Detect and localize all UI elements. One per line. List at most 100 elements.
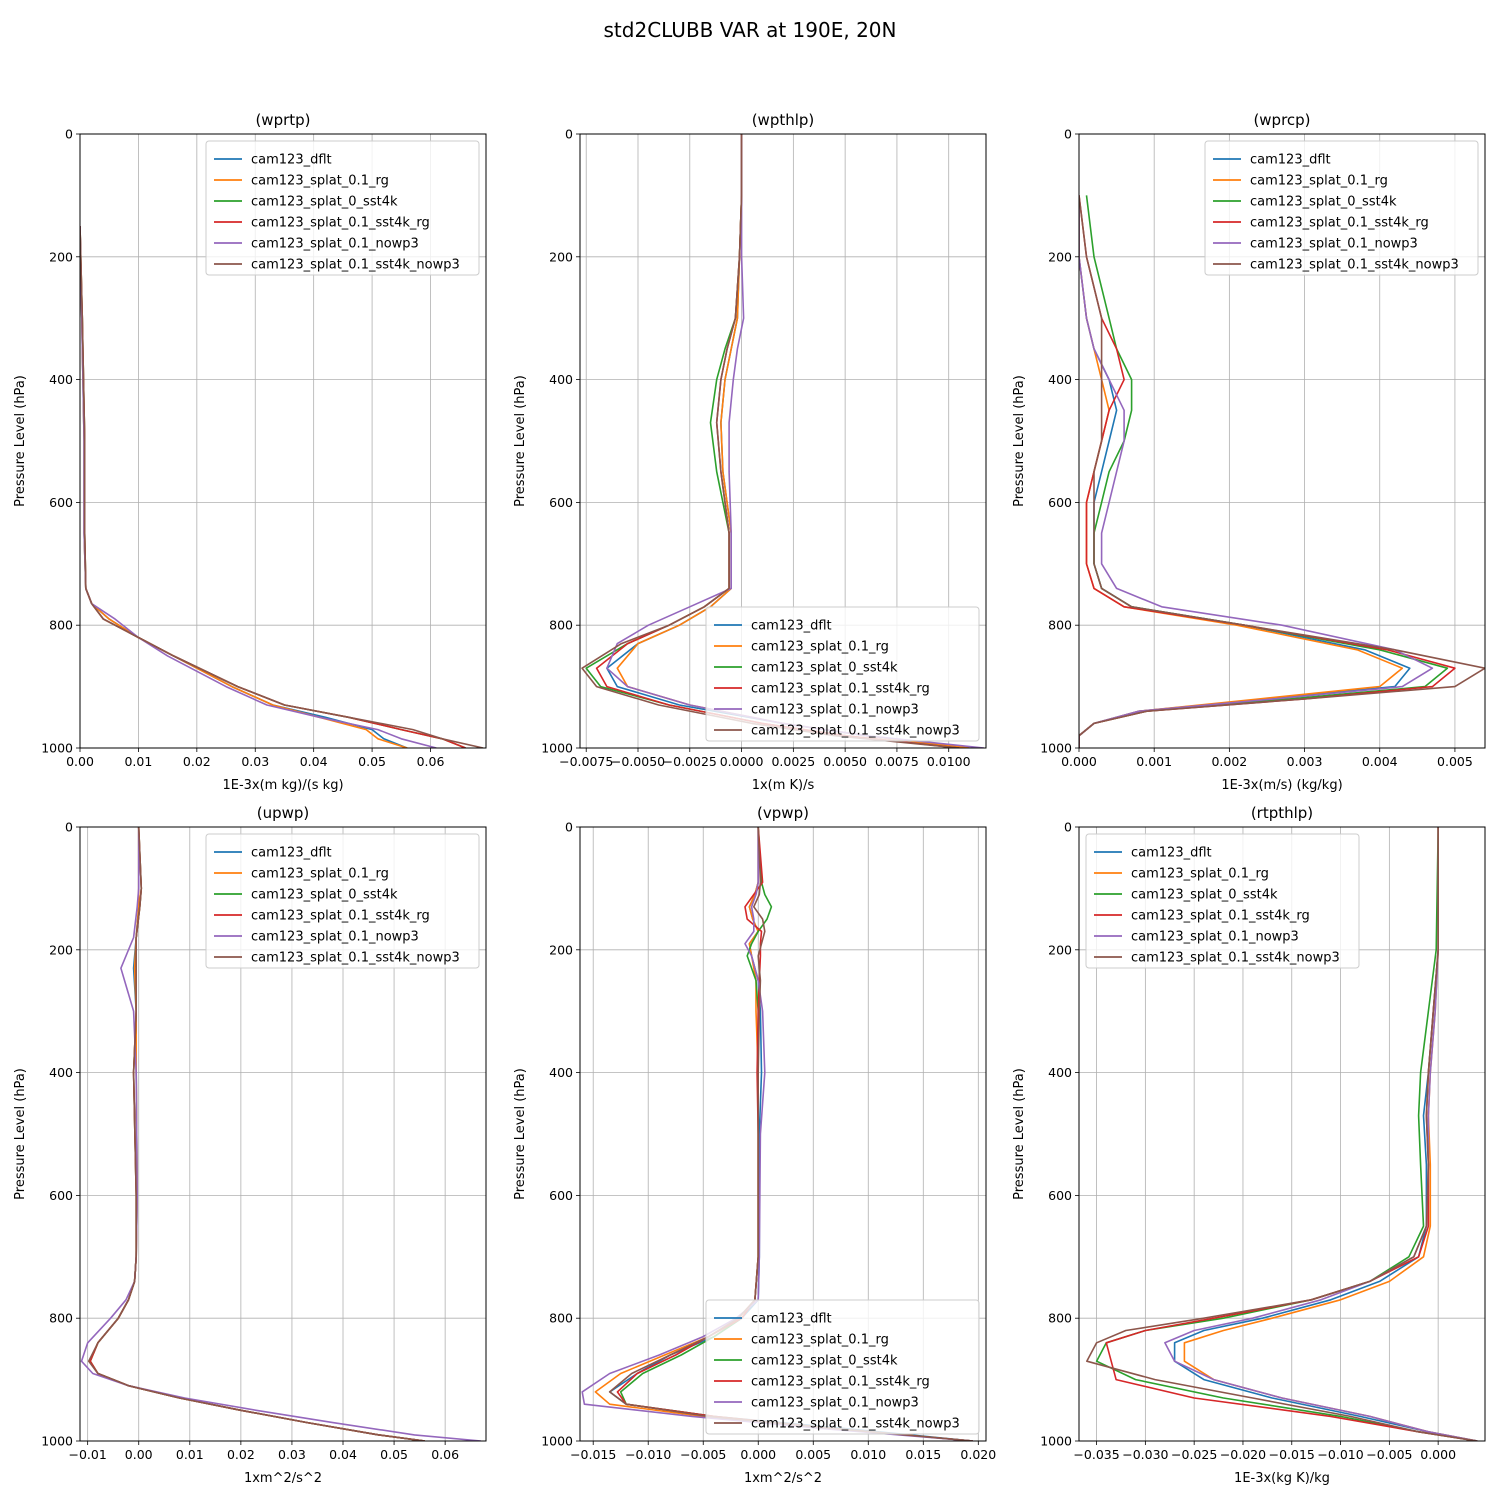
series-line-cam123_splat_0.1_sst4k_nowp3 — [608, 827, 973, 1441]
legend-entry: cam123_splat_0.1_nowp3 — [751, 703, 919, 718]
series-line-cam123_splat_0.1_nowp3 — [606, 134, 984, 748]
legend-entry: cam123_splat_0.1_sst4k_nowp3 — [1250, 258, 1459, 273]
x-tick-label: 0.0050 — [823, 754, 867, 769]
legend-entry: cam123_splat_0.1_nowp3 — [251, 237, 419, 252]
x-tick-label: 0.01 — [124, 754, 152, 769]
legend-entry: cam123_splat_0.1_rg — [1131, 867, 1269, 882]
legend-box — [1204, 140, 1479, 276]
series-line-cam123_splat_0.1_sst4k_nowp3 — [87, 827, 425, 1441]
y-tick-label: 0 — [565, 127, 573, 142]
x-tick-label: 0.00 — [66, 754, 94, 769]
y-tick-label: 200 — [1048, 942, 1072, 957]
panel-title: (wprtp) — [255, 111, 310, 129]
legend-entry: cam123_splat_0.1_sst4k_nowp3 — [751, 724, 960, 739]
legend-entry: cam123_splat_0.1_rg — [1250, 174, 1388, 189]
y-tick-label: 1000 — [41, 1434, 73, 1449]
legend-entry: cam123_splat_0_sst4k — [751, 1354, 898, 1369]
legend-entry: cam123_dflt — [751, 1312, 832, 1327]
legend-entry: cam123_splat_0.1_rg — [751, 640, 889, 655]
x-tick-label: −0.025 — [1171, 1447, 1217, 1462]
series-line-cam123_splat_0.1_sst4k_nowp3 — [581, 134, 960, 748]
x-tick-label: 0.04 — [300, 754, 328, 769]
x-tick-label: 0.05 — [380, 1447, 408, 1462]
y-tick-label: 800 — [49, 1311, 73, 1326]
x-tick-label: −0.010 — [1317, 1447, 1363, 1462]
legend-entry: cam123_dflt — [251, 846, 332, 861]
legend-entry: cam123_splat_0.1_rg — [751, 1333, 889, 1348]
axes-frame — [1078, 826, 1486, 1442]
y-tick-label: 1000 — [1040, 741, 1072, 756]
series-line-cam123_splat_0.1_sst4k_nowp3 — [1086, 827, 1478, 1441]
series-lines — [80, 827, 481, 1441]
x-tick-label: 0.0025 — [771, 754, 815, 769]
y-tick-label: 400 — [1048, 372, 1072, 387]
y-tick-label: 0 — [1064, 127, 1072, 142]
panel-upwp: −0.01 0.00 0.01 0.02 0.03 0.04 0.05 0.06 0 200 400… — [13, 804, 487, 1486]
legend-entry: cam123_splat_0.1_sst4k_nowp3 — [751, 1417, 960, 1432]
y-tick-label: 400 — [49, 1065, 73, 1080]
legend-entry: cam123_splat_0.1_sst4k_rg — [751, 682, 930, 697]
series-lines — [581, 827, 973, 1441]
series-lines — [581, 134, 984, 748]
y-tick-label: 1000 — [1040, 1434, 1072, 1449]
series-line-cam123_splat_0.1_nowp3 — [1164, 827, 1478, 1441]
y-tick-label: 400 — [549, 1065, 573, 1080]
x-tick-label: 0.005 — [795, 1447, 831, 1462]
y-tick-label: 0 — [65, 820, 73, 835]
legend-entry: cam123_splat_0_sst4k — [251, 195, 398, 210]
series-line-cam123_splat_0.1_sst4k_nowp3 — [1079, 195, 1485, 748]
legend-entry: cam123_splat_0.1_sst4k_rg — [1250, 216, 1429, 231]
panel-rtpthlp: −0.035 −0.030 −0.025 −0.020 −0.015 −0.010 −0.0… — [1012, 804, 1486, 1486]
x-tick-label: 0.002 — [1211, 754, 1247, 769]
legend: cam123_dflt cam123_splat_0.1_rg cam123_spl… — [205, 140, 480, 276]
panel-wpthlp: −0.0075−0.0050−0.0025 0.0000 0.0025 0.0050 0… — [513, 111, 987, 793]
x-axis-label: 1E-3x(m kg)/(s kg) — [222, 778, 343, 793]
y-tick-label: 600 — [49, 495, 73, 510]
y-tick-label: 800 — [549, 1311, 573, 1326]
legend-entry: cam123_splat_0.1_sst4k_rg — [751, 1375, 930, 1390]
legend-entry: cam123_splat_0.1_sst4k_rg — [251, 216, 430, 231]
legend-entry: cam123_dflt — [251, 153, 332, 168]
series-line-cam123_splat_0.1_nowp3 — [80, 827, 481, 1441]
x-tick-label: 0.0000 — [720, 754, 764, 769]
x-tick-label: −0.020 — [1220, 1447, 1266, 1462]
legend-entry: cam123_dflt — [751, 619, 832, 634]
panel-wprcp: 0.000 0.001 0.002 0.003 0.004 0.005 0 200 400 600… — [1012, 111, 1486, 793]
x-tick-label: 0.0100 — [927, 754, 971, 769]
x-tick-label: 0.03 — [241, 754, 269, 769]
x-tick-label: 0.00 — [125, 1447, 153, 1462]
legend-entry: cam123_splat_0.1_sst4k_nowp3 — [251, 258, 460, 273]
panel-title: (rtpthlp) — [1251, 804, 1313, 822]
axes-frame — [579, 133, 987, 749]
legend-entry: cam123_splat_0_sst4k — [751, 661, 898, 676]
legend: cam123_dflt cam123_splat_0.1_rg cam123_spl… — [705, 606, 980, 742]
y-tick-label: 200 — [49, 942, 73, 957]
x-axis-label: 1E-3x(m/s) (kg/kg) — [1221, 778, 1342, 793]
x-tick-label: 0.06 — [431, 1447, 459, 1462]
legend-entry: cam123_splat_0.1_nowp3 — [751, 1396, 919, 1411]
y-axis-label: Pressure Level (hPa) — [1012, 375, 1027, 507]
legend-entry: cam123_splat_0.1_sst4k_rg — [251, 909, 430, 924]
y-tick-label: 800 — [549, 618, 573, 633]
legend-entry: cam123_splat_0.1_sst4k_rg — [1131, 909, 1310, 924]
x-tick-label: 0.010 — [850, 1447, 886, 1462]
y-tick-label: 1000 — [541, 741, 573, 756]
x-tick-label: 0.015 — [905, 1447, 941, 1462]
legend-box — [705, 606, 980, 742]
y-tick-label: 400 — [49, 372, 73, 387]
x-tick-label: 0.000 — [1061, 754, 1097, 769]
x-tick-label: −0.0050 — [611, 754, 665, 769]
legend-entry: cam123_splat_0.1_nowp3 — [1250, 237, 1418, 252]
y-tick-label: 600 — [1048, 495, 1072, 510]
x-tick-label: −0.005 — [680, 1447, 726, 1462]
y-axis-label: Pressure Level (hPa) — [1012, 1068, 1027, 1200]
x-tick-label: 0.020 — [960, 1447, 996, 1462]
y-tick-label: 400 — [549, 372, 573, 387]
x-tick-label: 0.000 — [740, 1447, 776, 1462]
x-axis-label: 1x(m K)/s — [752, 778, 815, 793]
legend: cam123_dflt cam123_splat_0.1_rg cam123_spl… — [205, 833, 480, 969]
x-tick-label: 0.003 — [1287, 754, 1323, 769]
y-tick-label: 600 — [549, 1188, 573, 1203]
legend-entry: cam123_splat_0.1_sst4k_nowp3 — [1131, 951, 1340, 966]
x-tick-label: 0.01 — [176, 1447, 204, 1462]
